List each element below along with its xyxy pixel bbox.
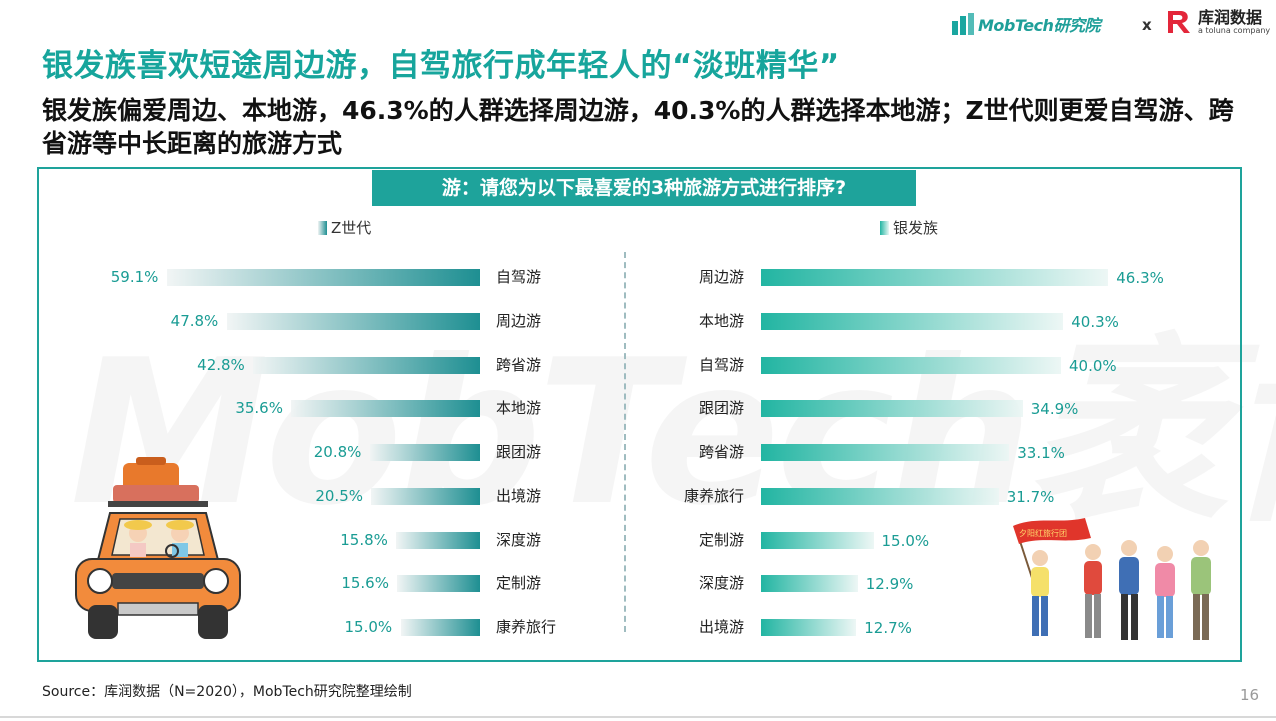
silver-category-label-5: 跨省游 [698,443,744,461]
senior-figure-1 [1031,550,1049,636]
z-value-label-4: 35.6% [235,399,283,418]
page-title: 银发族喜欢短途周边游，自驾旅行成年轻人的“淡班精华” [42,48,840,84]
z-bar-2 [226,312,480,330]
senior-figure-2 [1084,544,1102,638]
legend-swatch-z [318,220,327,235]
z-value-label-8: 15.6% [341,574,389,593]
silver-category-label-4: 跟团游 [698,399,744,418]
z-value-label-5: 20.8% [313,443,362,461]
silver-value-label-2: 40.3% [1071,312,1119,331]
silver-bar-5 [761,444,1010,461]
mobtech-logo: MobTech研究院 [952,10,1100,38]
z-value-label-2: 47.8% [170,311,219,330]
silver-value-label-4: 34.9% [1030,400,1079,419]
z-value-label-1: 59.1% [110,268,159,286]
question-banner: 游：请您为以下最喜爱的3种旅游方式进行排序? [372,170,916,206]
center-divider [624,252,626,632]
z-category-label-5: 跟团游 [496,443,542,461]
z-category-label-1: 自驾游 [496,268,542,286]
legend-label-silver: 银发族 [893,219,939,237]
silver-category-label-3: 自驾游 [698,355,744,374]
senior-figure-5 [1191,540,1211,640]
z-value-label-3: 42.8% [197,355,245,374]
silver-value-label-3: 40.0% [1069,356,1117,375]
silver-category-label-1: 周边游 [698,268,744,286]
seniors-group-illustration: 夕阳红旅行团 [1013,518,1211,640]
z-bar-3 [253,356,480,374]
banner-text: 夕阳红旅行团 [1019,528,1067,538]
partner-logo-sub: a toluna company [1198,25,1271,35]
z-bar-9 [400,619,480,636]
silver-value-label-5: 33.1% [1017,444,1065,462]
z-value-label-7: 15.8% [340,530,388,549]
partner-logo: 库润数据 a toluna company [1165,8,1270,36]
z-category-label-3: 跨省游 [496,355,542,374]
chart-frame [37,167,1242,662]
silver-category-label-2: 本地游 [698,311,744,330]
silver-bar-3 [761,356,1061,374]
z-bar-4 [291,400,480,418]
silver-bar-6 [761,487,999,505]
silver-category-label-7: 定制游 [698,530,744,549]
mobtech-mark-icon [952,13,974,35]
bottom-rule [0,716,1276,718]
logo-separator: x [1142,16,1152,34]
z-bar-7 [396,531,480,549]
legend-z-generation: Z世代 [318,217,371,238]
page-subtitle: 银发族偏爱周边、本地游，46.3%的人群选择周边游，40.3%的人群选择本地游；… [42,96,1234,158]
silver-value-label-8: 12.9% [865,575,914,594]
z-bar-6 [371,487,480,505]
z-bar-5 [369,444,480,461]
z-category-label-8: 定制游 [496,574,542,593]
z-category-label-2: 周边游 [496,311,542,330]
silver-value-label-9: 12.7% [864,619,912,637]
silver-bar-9 [761,619,857,636]
silver-value-label-1: 46.3% [1116,269,1164,287]
z-bar-8 [397,575,480,593]
silver-category-label-6: 康养旅行 [683,486,744,505]
silver-bar-2 [761,312,1064,330]
page-number: 16 [1240,686,1260,704]
source-note: Source：库润数据（N=2020），MobTech研究院整理绘制 [42,684,412,700]
mobtech-logo-text: MobTech研究院 [978,16,1100,35]
legend-label-z: Z世代 [331,219,372,237]
z-category-label-6: 出境游 [496,486,542,505]
legend-silver: 银发族 [880,217,938,238]
senior-figure-4 [1155,546,1175,638]
silver-category-label-8: 深度游 [698,574,744,593]
car-illustration [75,457,241,639]
partner-logo-name: 库润数据 [1198,7,1263,27]
z-category-label-7: 深度游 [496,530,542,549]
silver-value-label-7: 15.0% [881,531,930,550]
silver-value-label-6: 31.7% [1006,487,1055,506]
silver-bar-8 [761,575,858,593]
z-category-label-9: 康养旅行 [496,618,557,636]
silver-bar-4 [761,400,1023,418]
silver-bar-7 [761,531,874,549]
partner-mark-icon [1168,11,1190,33]
silver-bar-1 [761,269,1109,286]
silver-category-label-9: 出境游 [698,618,744,636]
z-category-label-4: 本地游 [496,399,542,418]
senior-figure-3 [1119,540,1139,640]
legend-swatch-silver [880,220,889,235]
z-bar-1 [166,269,480,286]
z-value-label-6: 20.5% [315,486,363,505]
z-value-label-9: 15.0% [344,618,393,636]
